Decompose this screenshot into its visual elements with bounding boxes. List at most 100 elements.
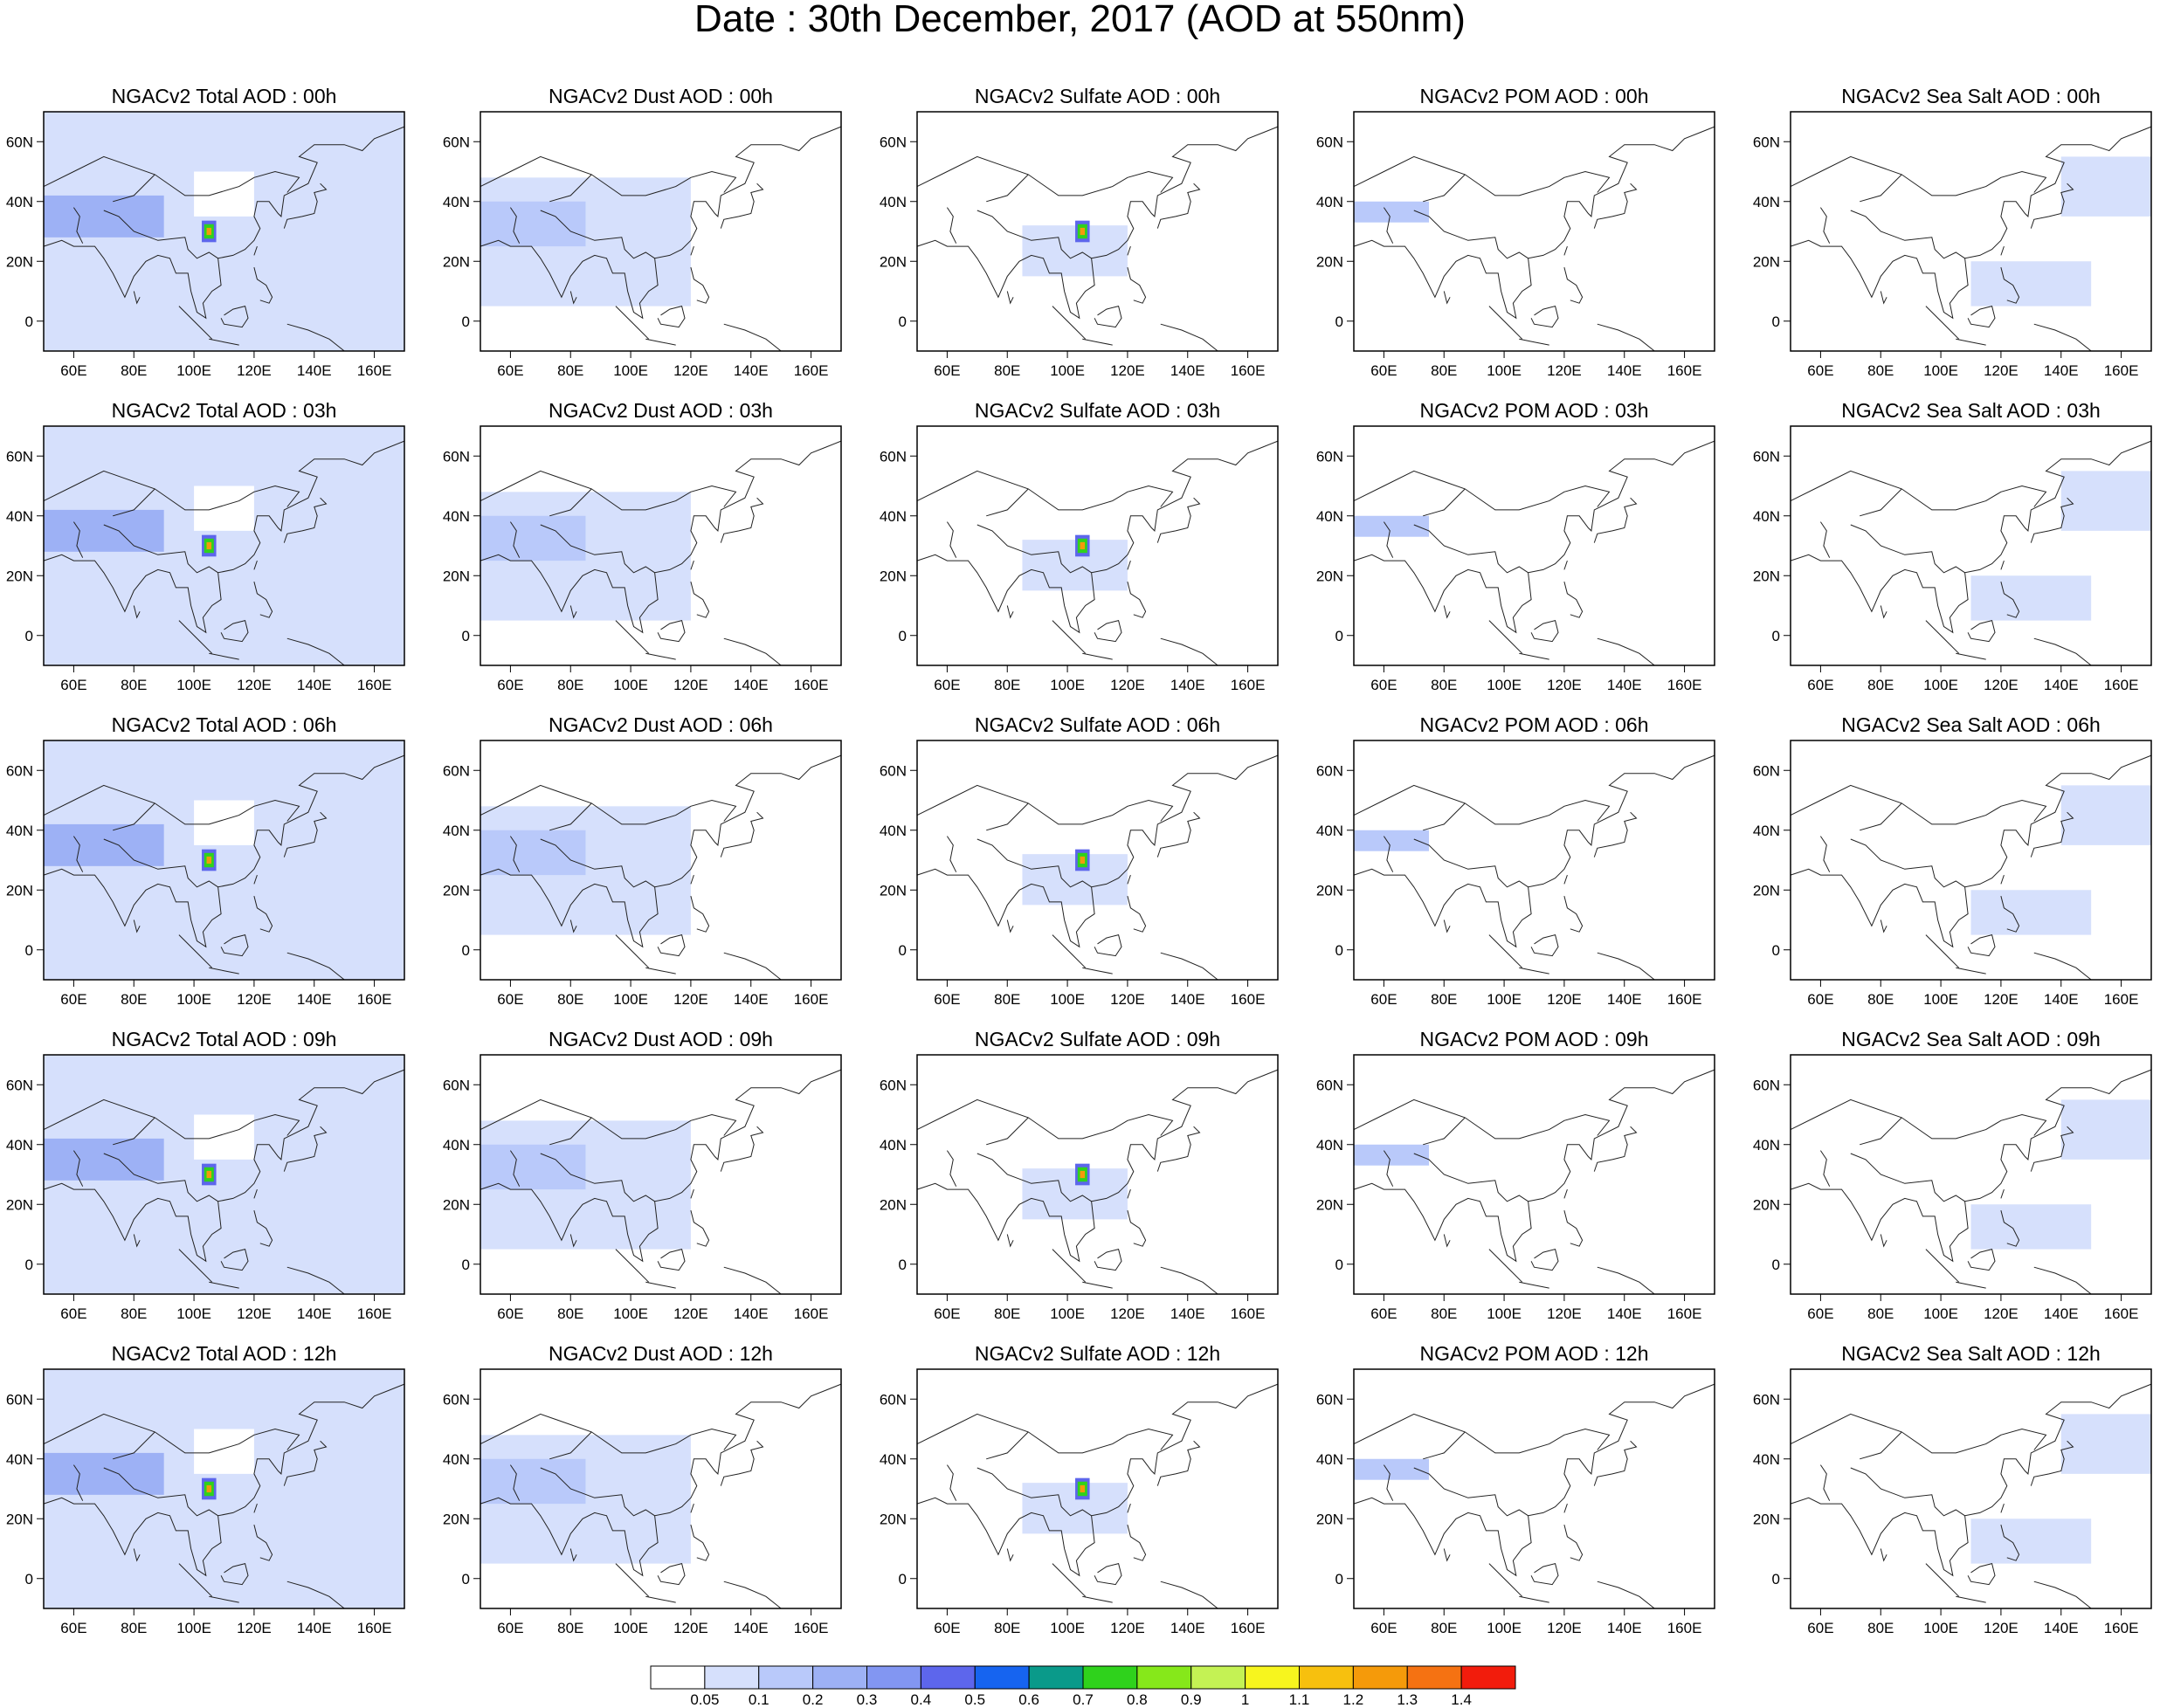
x-tick-label: 60E — [1807, 1305, 1833, 1322]
coastline — [1383, 836, 1394, 872]
y-tick-label: 0 — [899, 942, 907, 959]
x-tick-label: 60E — [934, 991, 960, 1008]
sulfate-field — [1022, 225, 1128, 277]
coastline — [2033, 1266, 2092, 1295]
y-tick-label: 20N — [6, 1196, 33, 1213]
coastline — [1127, 560, 1131, 570]
low-aod-region — [194, 1429, 254, 1474]
coastline — [2000, 1209, 2020, 1247]
x-tick-label: 80E — [994, 1620, 1020, 1636]
y-tick-label: 20N — [880, 568, 907, 584]
coastline — [1819, 1150, 1831, 1187]
x-tick-label: 100E — [1923, 1305, 1958, 1322]
x-tick-label: 100E — [613, 1620, 648, 1636]
y-tick-label: 20N — [880, 882, 907, 899]
y-tick-label: 20N — [443, 1196, 470, 1213]
coastline — [1413, 1467, 1529, 1517]
panel-frame — [1353, 111, 1715, 352]
panel-frame — [43, 1368, 405, 1609]
coastline — [480, 155, 737, 196]
coastline — [986, 488, 1029, 517]
x-tick-label: 100E — [1923, 1620, 1958, 1636]
x-tick-label: 160E — [357, 1305, 392, 1322]
x-tick-label: 160E — [794, 1620, 829, 1636]
x-tick-label: 60E — [1807, 1620, 1833, 1636]
x-tick-label: 140E — [1607, 677, 1642, 693]
coastline — [723, 323, 782, 352]
coastline — [1563, 1209, 1584, 1247]
coastline — [549, 488, 592, 517]
coastline — [569, 291, 577, 305]
coastline — [1790, 440, 2152, 634]
y-tick-label: 20N — [1316, 253, 1343, 270]
coastline — [540, 1467, 655, 1517]
x-tick-label: 100E — [613, 362, 648, 379]
x-tick-label: 120E — [1984, 362, 2019, 379]
coastline — [1563, 266, 1584, 304]
coastline — [283, 183, 328, 229]
x-tick-label: 80E — [994, 677, 1020, 693]
x-tick-label: 120E — [1547, 1620, 1582, 1636]
x-tick-label: 140E — [297, 1620, 332, 1636]
coastline — [615, 934, 650, 968]
coastline — [1423, 1117, 1466, 1146]
pom-field — [1354, 201, 1430, 223]
coastline — [1563, 874, 1568, 885]
map-panel: NGACv2 Dust AOD : 06h 60E 80E 100E 120E 140E 1… — [443, 713, 842, 1008]
coastline — [1127, 266, 1147, 304]
coastline — [1860, 488, 1902, 517]
y-tick-label: 60N — [1316, 448, 1343, 465]
coastline — [1127, 874, 1131, 885]
coastline — [43, 1413, 300, 1454]
seasalt-field-south — [1970, 575, 2092, 621]
panel-title: NGACv2 POM AOD : 12h — [1419, 1342, 1648, 1365]
coastline — [1860, 174, 1902, 203]
x-tick-label: 160E — [794, 1305, 829, 1322]
low-aod-region — [194, 486, 254, 531]
y-tick-label: 60N — [880, 448, 907, 465]
x-tick-label: 160E — [1231, 1305, 1266, 1322]
x-tick-label: 80E — [1867, 362, 1894, 379]
x-tick-label: 160E — [1667, 677, 1702, 693]
coastline — [1443, 291, 1451, 305]
colorbar-swatch — [1028, 1665, 1084, 1690]
colorbar-label: 1 — [1241, 1691, 1249, 1708]
panel-frame — [1353, 1368, 1715, 1609]
x-tick-label: 60E — [934, 362, 960, 379]
coastline — [1160, 637, 1218, 666]
coastline — [1925, 1249, 1960, 1283]
coastline — [2033, 952, 2092, 981]
x-tick-label: 60E — [1807, 677, 1833, 693]
coastline — [1790, 754, 2152, 948]
x-tick-label: 100E — [1487, 1620, 1522, 1636]
x-tick-label: 120E — [1547, 1305, 1582, 1322]
x-tick-label: 120E — [673, 677, 708, 693]
x-tick-label: 80E — [1431, 1620, 1457, 1636]
coastline — [220, 1248, 249, 1271]
colorbar-swatch — [704, 1665, 760, 1690]
y-tick-label: 40N — [6, 194, 33, 210]
map-panel: NGACv2 Sulfate AOD : 03h 60E 80E 100E 120E 14… — [880, 399, 1279, 693]
coastline — [1052, 306, 1087, 340]
coastline — [480, 1098, 737, 1140]
y-tick-label: 0 — [1772, 313, 1780, 330]
y-tick-label: 40N — [1753, 1137, 1780, 1154]
coastline — [43, 1069, 405, 1263]
coastline — [1006, 919, 1014, 933]
coastline — [1156, 1126, 1201, 1172]
coastline — [1593, 811, 1638, 857]
coastline — [569, 919, 577, 933]
coastline — [657, 305, 686, 328]
y-tick-label: 40N — [6, 508, 33, 525]
coastline — [2000, 874, 2005, 885]
x-tick-label: 120E — [673, 1305, 708, 1322]
y-tick-label: 60N — [1316, 1391, 1343, 1408]
x-tick-label: 140E — [297, 677, 332, 693]
x-tick-label: 100E — [1050, 677, 1085, 693]
y-tick-label: 60N — [880, 1077, 907, 1093]
x-tick-label: 120E — [1984, 677, 2019, 693]
coastline — [657, 619, 686, 643]
y-tick-label: 0 — [1335, 942, 1343, 959]
y-tick-label: 40N — [443, 508, 470, 525]
